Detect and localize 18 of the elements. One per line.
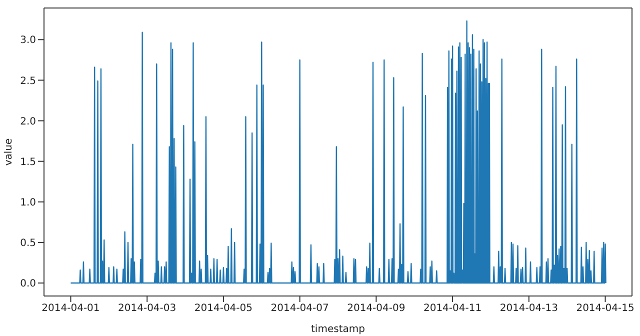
x-tick-label: 2014-04-11 — [423, 303, 482, 314]
x-tick-label: 2014-04-15 — [576, 303, 634, 314]
y-tick-label: 0.5 — [20, 238, 36, 250]
y-tick-label: 1.5 — [20, 156, 36, 168]
y-axis-title: value — [4, 138, 15, 166]
y-tick-label: 3.0 — [20, 35, 36, 46]
x-tick-label: 2014-04-01 — [42, 303, 100, 314]
x-tick-label: 2014-04-09 — [347, 303, 406, 314]
y-tick-label: 2.5 — [20, 76, 36, 87]
y-tick-label: 1.0 — [20, 197, 36, 208]
x-tick-label: 2014-04-13 — [500, 303, 558, 314]
x-tick-label: 2014-04-05 — [194, 303, 253, 314]
x-axis-title: timestamp — [311, 324, 365, 335]
x-tick-label: 2014-04-03 — [118, 303, 176, 314]
x-tick-label: 2014-04-07 — [270, 303, 329, 314]
line-series — [70, 20, 606, 284]
y-tick-label: 2.0 — [20, 116, 36, 128]
y-tick-label: 0.0 — [20, 278, 36, 290]
